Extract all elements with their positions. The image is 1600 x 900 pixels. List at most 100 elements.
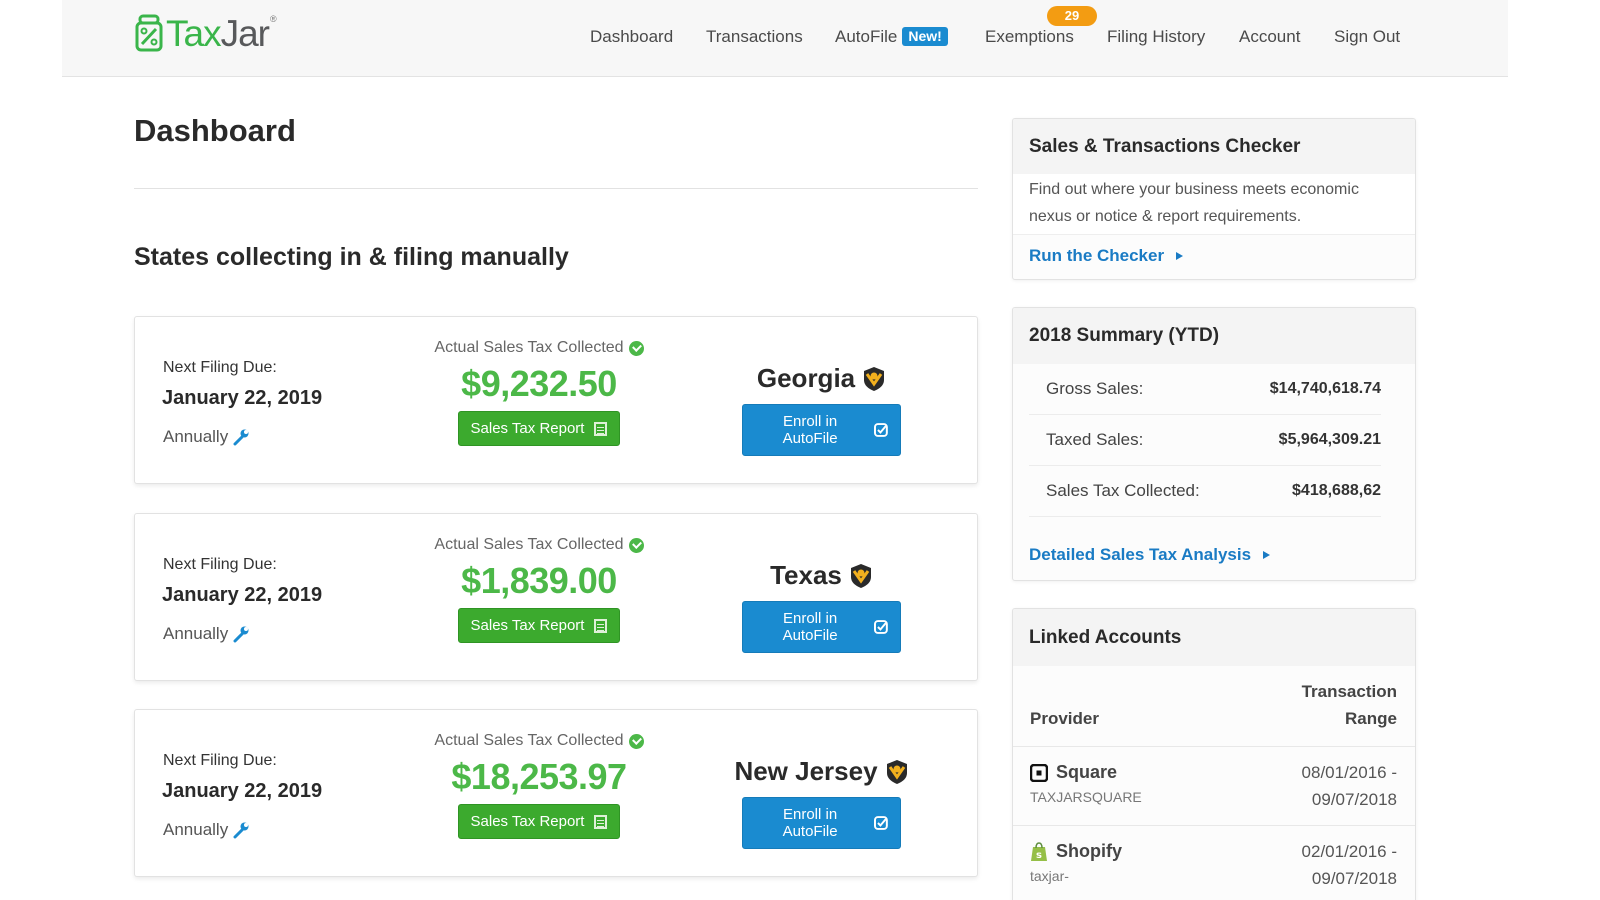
avalara-shield-icon[interactable] bbox=[886, 759, 908, 785]
nav-autofile-label: AutoFile bbox=[835, 27, 898, 46]
enroll-autofile-button[interactable]: Enroll in AutoFile bbox=[741, 404, 901, 456]
check-square-icon bbox=[873, 620, 888, 634]
state-name: Texas bbox=[770, 560, 872, 591]
frequency-label: Annually bbox=[163, 624, 229, 643]
provider-header: Provider bbox=[1030, 709, 1099, 728]
range-header-line2: Range bbox=[1345, 709, 1397, 728]
summary-row-gross: Gross Sales: $14,740,618.74 bbox=[1029, 364, 1381, 415]
section-title: States collecting in & filing manually bbox=[134, 243, 569, 271]
nav-account[interactable]: Account bbox=[1239, 27, 1301, 46]
next-filing-date: January 22, 2019 bbox=[162, 584, 323, 606]
provider-name: Square bbox=[1030, 759, 1142, 786]
frequency-label: Annually bbox=[163, 820, 229, 839]
account-name: TAXJARSQUARE bbox=[1030, 789, 1142, 805]
run-checker-link[interactable]: Run the Checker bbox=[1029, 246, 1184, 266]
checker-description: Find out where your business meets econo… bbox=[1013, 174, 1415, 235]
detailed-analysis-link[interactable]: Detailed Sales Tax Analysis bbox=[1029, 545, 1271, 565]
sales-tax-report-button[interactable]: Sales Tax Report bbox=[457, 411, 621, 446]
provider-label: Square bbox=[1056, 762, 1118, 782]
collected-block: Actual Sales Tax Collected $1,839.00 Sal… bbox=[389, 536, 689, 643]
state-name: New Jersey bbox=[734, 756, 907, 787]
nav-filing-history[interactable]: Filing History bbox=[1107, 27, 1206, 46]
summary-value: $5,964,309.21 bbox=[1278, 431, 1381, 448]
report-button-label: Sales Tax Report bbox=[470, 813, 585, 830]
nav-sign-out[interactable]: Sign Out bbox=[1334, 27, 1401, 46]
triangle-right-icon bbox=[1176, 252, 1184, 260]
wrench-icon[interactable] bbox=[232, 428, 250, 446]
state-card-new-jersey: Next Filing Due: January 22, 2019 Annual… bbox=[134, 709, 978, 877]
checker-panel: Sales & Transactions Checker Find out wh… bbox=[1012, 118, 1416, 280]
triangle-right-icon bbox=[1263, 551, 1271, 559]
range-header-line1: Transaction bbox=[1301, 682, 1397, 701]
transaction-range: 02/01/2016 - 09/07/2018 bbox=[1302, 838, 1397, 892]
sales-tax-report-button[interactable]: Sales Tax Report bbox=[457, 804, 621, 839]
state-card-georgia: Next Filing Due: January 22, 2019 Annual… bbox=[134, 316, 978, 484]
next-filing-label: Next Filing Due: bbox=[163, 556, 277, 573]
linked-accounts-header: Provider Transaction Range bbox=[1013, 666, 1415, 747]
transaction-range: 08/01/2016 - 09/07/2018 bbox=[1302, 759, 1397, 813]
summary-row-taxed: Taxed Sales: $5,964,309.21 bbox=[1029, 415, 1381, 466]
check-square-icon bbox=[873, 816, 888, 830]
state-name-text: Georgia bbox=[756, 363, 856, 393]
checker-title: Sales & Transactions Checker bbox=[1013, 119, 1415, 174]
provider-label: Shopify bbox=[1056, 841, 1122, 861]
state-name-text: Texas bbox=[770, 560, 842, 590]
nav-autofile[interactable]: AutoFile New! bbox=[835, 27, 948, 47]
next-filing-label: Next Filing Due: bbox=[163, 359, 277, 376]
nav-exemptions[interactable]: Exemptions bbox=[985, 27, 1074, 46]
top-nav-bar: TaxJar ® Dashboard Transactions AutoFile… bbox=[62, 0, 1508, 77]
logo-jar: Jar bbox=[220, 12, 270, 54]
nav-transactions[interactable]: Transactions bbox=[706, 27, 803, 46]
summary-label: Taxed Sales: bbox=[1046, 430, 1144, 449]
collected-label: Actual Sales Tax Collected bbox=[434, 339, 644, 357]
summary-title: 2018 Summary (YTD) bbox=[1013, 308, 1415, 364]
square-logo-icon bbox=[1030, 763, 1048, 782]
avalara-shield-icon[interactable] bbox=[863, 366, 885, 392]
wrench-icon[interactable] bbox=[232, 821, 250, 839]
enroll-button-label: Enroll in AutoFile bbox=[782, 413, 838, 447]
report-button-label: Sales Tax Report bbox=[470, 617, 585, 634]
enroll-autofile-button[interactable]: Enroll in AutoFile bbox=[741, 797, 901, 849]
spreadsheet-icon bbox=[594, 618, 608, 633]
collected-label-text: Actual Sales Tax Collected bbox=[434, 339, 624, 356]
summary-value: $14,740,618.74 bbox=[1269, 380, 1381, 397]
account-name: taxjar- bbox=[1030, 868, 1069, 884]
check-circle-icon bbox=[628, 733, 644, 749]
collected-label: Actual Sales Tax Collected bbox=[434, 732, 644, 750]
exemptions-count-badge: 29 bbox=[1047, 6, 1097, 26]
spreadsheet-icon bbox=[594, 421, 608, 436]
linked-accounts-panel: Linked Accounts Provider Transaction Rang… bbox=[1012, 608, 1416, 900]
collected-amount: $1,839.00 bbox=[461, 560, 617, 601]
filing-frequency: Annually bbox=[163, 820, 250, 840]
jar-icon bbox=[135, 14, 163, 52]
enroll-button-label: Enroll in AutoFile bbox=[782, 610, 838, 644]
wrench-icon[interactable] bbox=[232, 625, 250, 643]
filing-frequency: Annually bbox=[163, 427, 250, 447]
range-end: 09/07/2018 bbox=[1311, 869, 1397, 888]
summary-label: Gross Sales: bbox=[1046, 379, 1144, 398]
linked-account-row-square[interactable]: Square TAXJARSQUARE 08/01/2016 - 09/07/20… bbox=[1013, 747, 1415, 826]
check-square-icon bbox=[873, 423, 888, 437]
collected-label-text: Actual Sales Tax Collected bbox=[434, 536, 624, 553]
range-start: 02/01/2016 - bbox=[1301, 842, 1397, 861]
next-filing-date: January 22, 2019 bbox=[162, 387, 323, 409]
avalara-shield-icon[interactable] bbox=[850, 563, 872, 589]
frequency-label: Annually bbox=[163, 427, 229, 446]
title-divider bbox=[134, 188, 978, 189]
summary-label: Sales Tax Collected: bbox=[1046, 481, 1200, 500]
linked-account-row-shopify[interactable]: s Shopify taxjar- 02/01/2016 - 09/07/2018 bbox=[1013, 826, 1415, 900]
nav-dashboard[interactable]: Dashboard bbox=[590, 27, 674, 46]
collected-block: Actual Sales Tax Collected $9,232.50 Sal… bbox=[389, 339, 689, 446]
taxjar-logo[interactable]: TaxJar ® bbox=[134, 14, 277, 52]
next-filing-label: Next Filing Due: bbox=[163, 752, 277, 769]
summary-value: $418,688,62 bbox=[1292, 482, 1381, 499]
check-circle-icon bbox=[628, 537, 644, 553]
collected-label-text: Actual Sales Tax Collected bbox=[434, 732, 624, 749]
sales-tax-report-button[interactable]: Sales Tax Report bbox=[457, 608, 621, 643]
enroll-autofile-button[interactable]: Enroll in AutoFile bbox=[741, 601, 901, 653]
state-block: New Jersey Enroll in AutoFile bbox=[701, 756, 941, 849]
state-name: Georgia bbox=[757, 363, 885, 394]
collected-amount: $9,232.50 bbox=[461, 363, 617, 404]
state-card-texas: Next Filing Due: January 22, 2019 Annual… bbox=[134, 513, 978, 681]
svg-text:s: s bbox=[1036, 850, 1042, 861]
